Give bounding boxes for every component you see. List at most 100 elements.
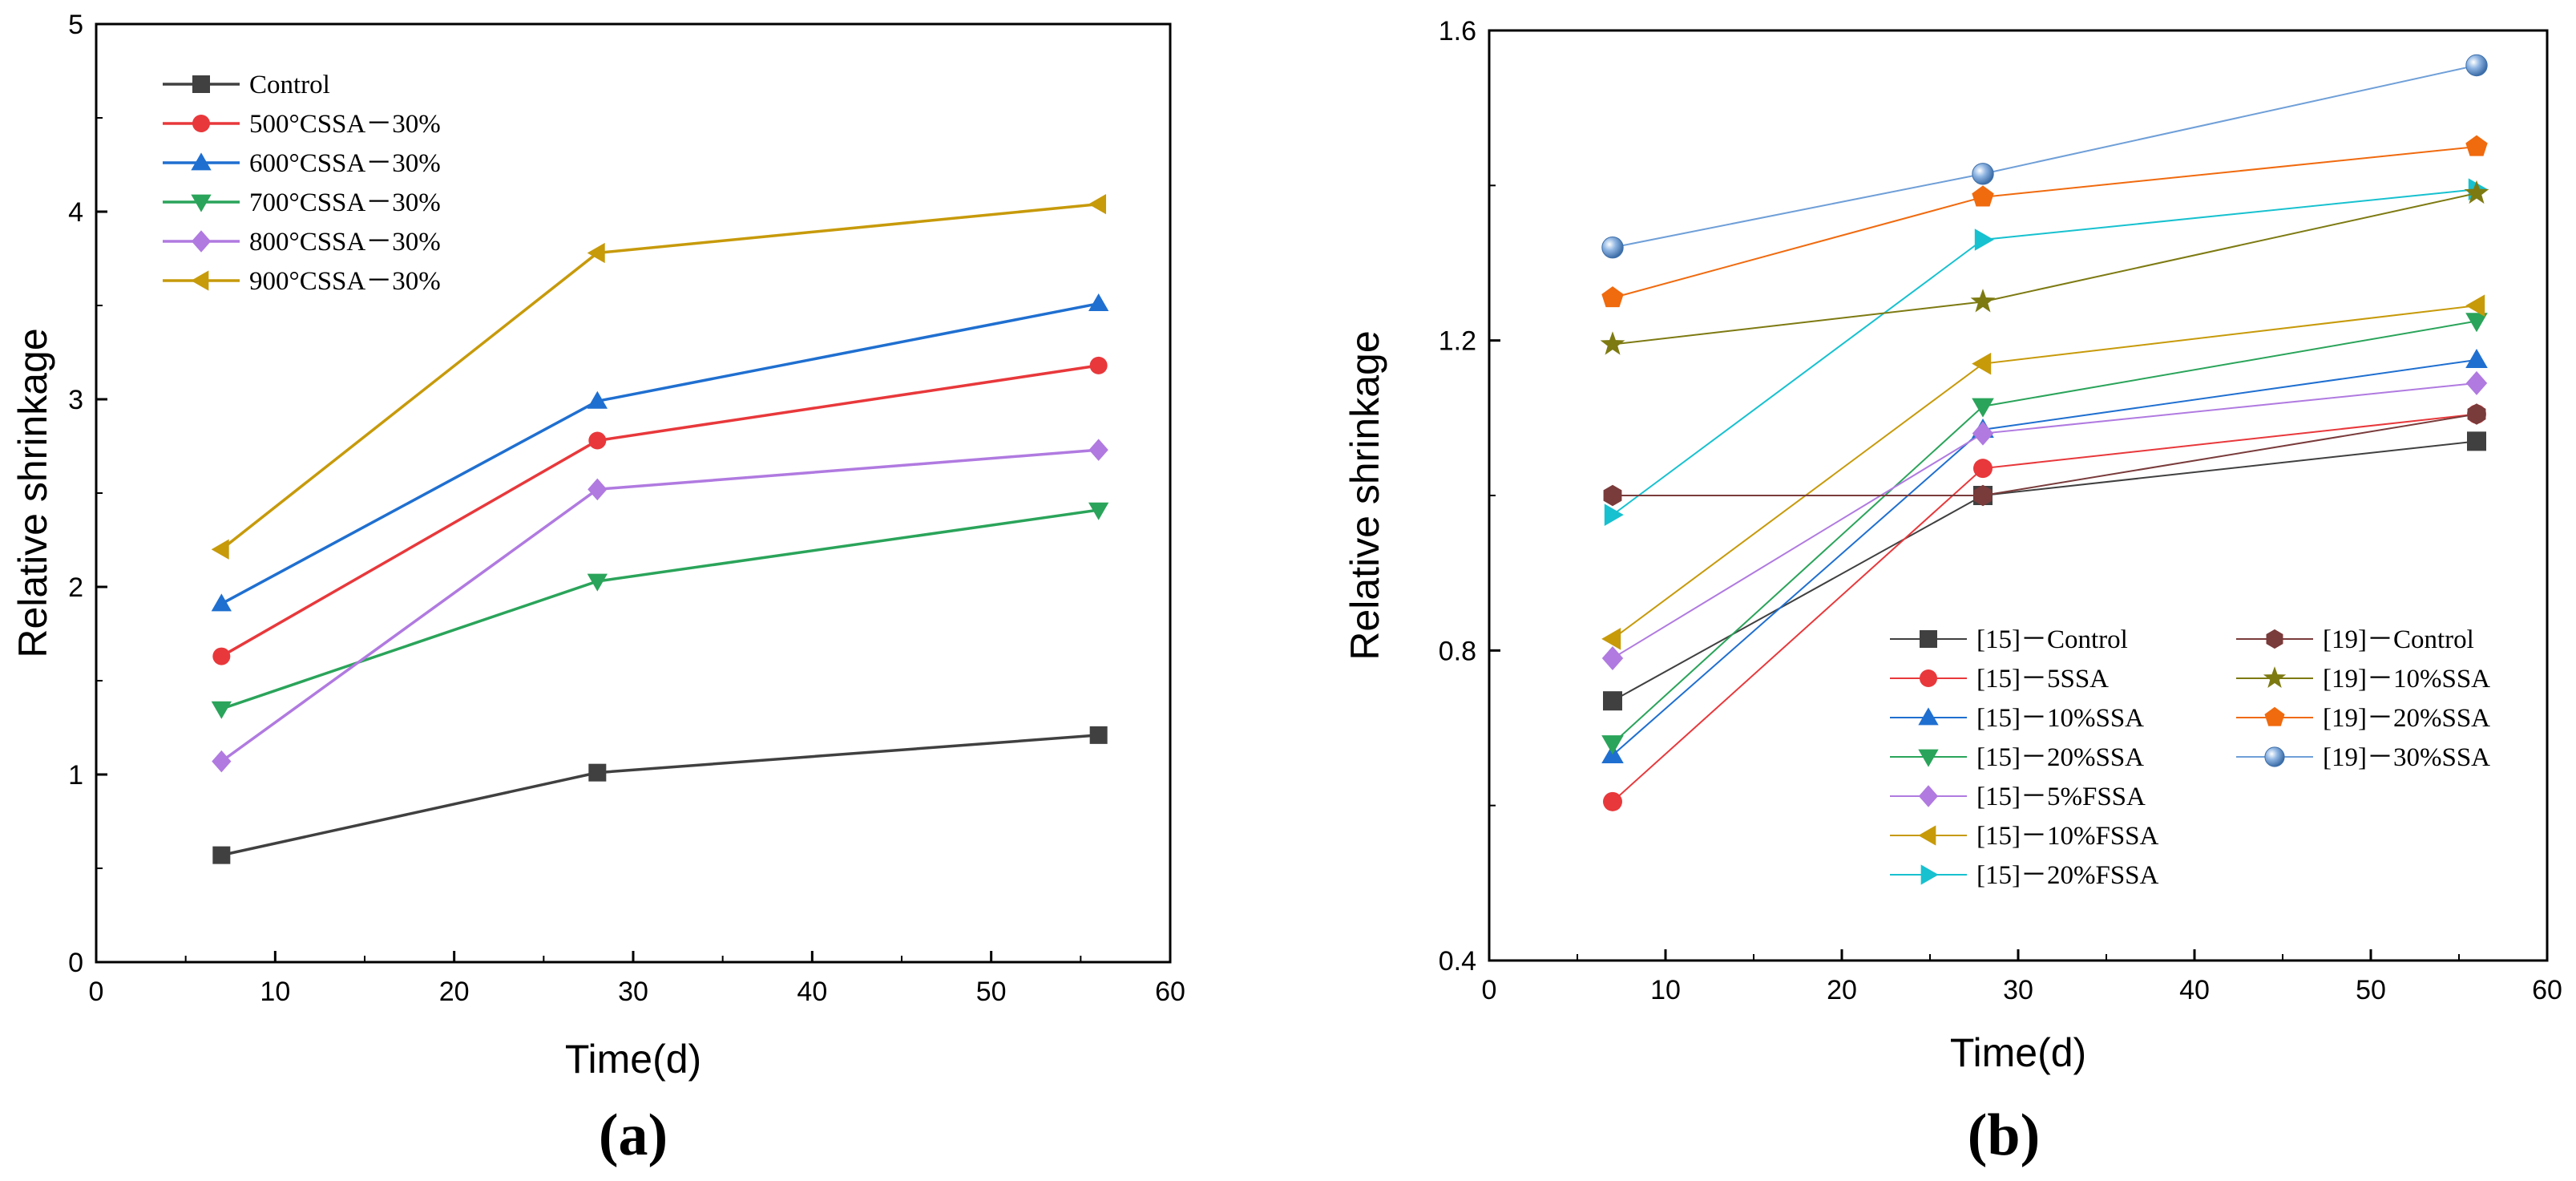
y-axis-title-a: Relative shrinkage (10, 328, 55, 657)
data-point (212, 647, 231, 665)
legend-marker (192, 75, 210, 93)
legend-marker (2263, 666, 2287, 689)
data-point (1088, 439, 1108, 461)
y-tick-label: 1.6 (1439, 16, 1476, 47)
legend-label: [19]－Control (2323, 625, 2474, 654)
legend-label: [15]－20%SSA (1976, 743, 2144, 772)
y-tick-label: 3 (68, 385, 83, 415)
legend-marker (1918, 749, 1939, 767)
data-point (2467, 403, 2486, 425)
data-point (211, 593, 232, 612)
legend-marker (1918, 785, 1939, 807)
series-line (1612, 64, 2477, 249)
data-point (1089, 726, 1108, 744)
series-group-b (1600, 54, 2489, 811)
data-point (1603, 484, 1622, 507)
legend-label: [19]－10%SSA (2323, 665, 2490, 694)
data-point (1973, 484, 1993, 507)
data-point (2465, 135, 2488, 156)
data-point (1601, 735, 1624, 755)
data-point (1603, 791, 1622, 811)
y-axis-a: 0 1 2 3 4 5 (68, 10, 107, 978)
data-point (2467, 431, 2486, 451)
data-point (2465, 294, 2485, 317)
series-line (1612, 305, 2477, 640)
data-point (1972, 421, 1994, 446)
series-line (1612, 192, 2477, 346)
series-group-a (211, 193, 1109, 864)
data-point (588, 431, 607, 450)
data-point (211, 701, 232, 719)
data-point (212, 846, 231, 864)
data-point (2464, 180, 2489, 204)
panel-label-b: (b) (1968, 1102, 2040, 1168)
y-axis-b: 0.4 0.8 1.2 1.6 (1439, 16, 1500, 977)
legend-marker (2266, 629, 2283, 649)
x-tick-label: 10 (260, 977, 290, 1007)
data-point (1088, 293, 1109, 312)
data-point (587, 573, 608, 592)
legend-marker (191, 230, 212, 253)
data-point (1088, 193, 1107, 215)
y-tick-label: 2 (68, 572, 83, 603)
data-point (211, 539, 229, 560)
legend-label: 900°CSSA－30% (249, 267, 441, 296)
x-tick-label: 40 (2179, 975, 2210, 1005)
series-line (220, 301, 1100, 605)
x-axis-title-b: Time(d) (1950, 1030, 2086, 1075)
legend-label: [15]－10%FSSA (1976, 822, 2159, 851)
legend-label: 700°CSSA－30% (249, 188, 441, 217)
chart-panel-a: 0 10 20 30 40 50 60 0 1 2 3 4 5 Control 500°CSSA－30%… (10, 10, 1185, 1168)
y-tick-label: 1 (68, 760, 83, 791)
data-point (587, 242, 605, 264)
data-point (1972, 352, 1992, 375)
legend-label: [15]－10%SSA (1976, 704, 2144, 733)
data-point (1970, 289, 1996, 313)
legend-label: Control (249, 71, 330, 99)
x-tick-label: 60 (1155, 977, 1185, 1007)
data-point (1972, 398, 1994, 418)
x-tick-label: 50 (2356, 975, 2386, 1005)
y-tick-label: 0.8 (1439, 636, 1476, 666)
x-tick-label: 30 (2003, 975, 2033, 1005)
chart-panel-b: 0 10 20 30 40 50 60 0.40.81.21.6 [15]－Control[… (1343, 16, 2562, 1168)
series-line (220, 508, 1099, 710)
series-line (1612, 188, 2477, 516)
legend-label: 500°CSSA－30% (249, 110, 441, 139)
series-line (220, 364, 1099, 658)
x-tick-label: 20 (439, 977, 470, 1007)
legend-b: [15]－Control [15]－5SSA [15]－10%SSA [15]－20%… (1890, 625, 2490, 890)
data-point (1088, 502, 1109, 520)
legend-label: [15]－20%FSSA (1976, 861, 2159, 890)
panel-label-a: (a) (599, 1102, 668, 1168)
legend-marker (2264, 706, 2285, 726)
data-point (2465, 370, 2488, 395)
legend-a: Control 500°CSSA－30% 600°CSSA－30% 700°CSSA－… (163, 71, 441, 296)
x-tick-label: 30 (618, 977, 648, 1007)
legend-marker (191, 194, 212, 212)
legend-label: [15]－5SSA (1976, 665, 2109, 694)
data-point (1601, 286, 1624, 308)
x-axis-a: 0 10 20 30 40 50 60 (89, 951, 1185, 1007)
legend-label: [19]－30%SSA (2323, 743, 2490, 772)
data-point (1604, 504, 1624, 526)
data-point (1600, 331, 1625, 355)
data-point (2465, 54, 2488, 77)
x-tick-label: 0 (89, 977, 104, 1007)
data-point (587, 478, 608, 501)
y-tick-label: 0 (68, 948, 83, 978)
x-axis-b: 0 10 20 30 40 50 60 (1482, 949, 2562, 1005)
y-axis-title-b: Relative shrinkage (1343, 330, 1387, 660)
data-point (1974, 229, 1994, 251)
data-point (1601, 628, 1621, 650)
legend-label: [15]－5%FSSA (1976, 783, 2146, 811)
x-tick-label: 40 (797, 977, 827, 1007)
data-point (1089, 356, 1108, 374)
x-tick-label: 50 (976, 977, 1007, 1007)
legend-marker (1918, 825, 1936, 846)
x-tick-label: 60 (2532, 975, 2562, 1005)
legend-marker (192, 115, 210, 132)
legend-marker (191, 270, 209, 291)
legend-marker (1918, 707, 1939, 726)
